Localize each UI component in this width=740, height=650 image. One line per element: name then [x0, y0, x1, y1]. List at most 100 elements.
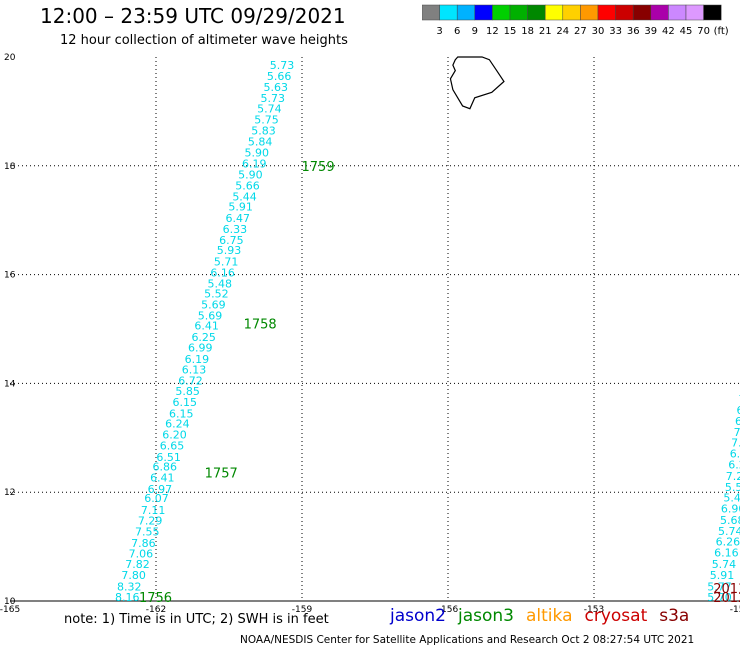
wave-height-value: 5.77: [707, 580, 732, 593]
colorbar-swatch: [703, 4, 722, 21]
wave-height-value: 5.53: [725, 481, 740, 494]
colorbar: 3 6 9 12 15 18 21 24 27 30 33 36 39 42 45 70 (ft): [422, 4, 729, 37]
wave-height-value: 6.59: [735, 415, 740, 428]
colorbar-swatch: [580, 4, 599, 21]
wave-height-value: 5.91: [710, 569, 735, 582]
colorbar-label: 42: [662, 26, 675, 37]
wave-height-value: 5.73: [261, 92, 286, 105]
wave-height-value: 5.66: [235, 179, 260, 192]
wave-height-value: 6.72: [178, 375, 203, 388]
wave-height-value: 6.16: [714, 547, 739, 560]
wave-height-value: 6.90: [721, 503, 740, 516]
wave-height-value: 6.45: [737, 404, 740, 417]
wave-height-value: 5.90: [238, 169, 263, 182]
colorbar-swatch: [509, 4, 528, 21]
wave-height-value: 6.47: [226, 212, 251, 225]
wave-height-value: 6.07: [144, 492, 169, 505]
pass-number-label: 1758: [244, 318, 277, 333]
colorbar-swatch: [685, 4, 704, 21]
wave-height-value: 5.52: [204, 288, 229, 301]
wave-height-value: 6.13: [182, 363, 207, 376]
colorbar-label: 27: [574, 26, 587, 37]
wave-height-value: 7.23: [726, 470, 740, 483]
satellite-legend: jason2 jason3 altika cryosat s3a: [390, 606, 701, 626]
colorbar-swatch: [439, 4, 458, 21]
y-tick-label: 16: [4, 271, 16, 281]
wave-height-value: 6.15: [172, 396, 197, 409]
wave-height-value: 5.74: [718, 525, 740, 538]
colorbar-swatch: [422, 4, 440, 21]
wave-height-value: 5.83: [251, 124, 276, 137]
wave-height-value: 5.69: [198, 309, 223, 322]
wave-height-value: 6.51: [156, 451, 181, 464]
credit-line: NOAA/NESDIS Center for Satellite Applica…: [240, 634, 695, 646]
y-tick-label: 10: [4, 597, 16, 607]
colorbar-label: 12: [486, 26, 499, 37]
legend-item-s3a: s3a: [659, 606, 690, 626]
wave-height-value: 7.06: [129, 548, 154, 561]
legend-item-jason2: jason2: [390, 606, 446, 626]
wave-height-value: 6.22: [728, 458, 740, 471]
colorbar-label: 15: [504, 26, 517, 37]
colorbar-swatch: [474, 4, 493, 21]
wave-height-value: 6.75: [219, 234, 244, 247]
colorbar-label: 18: [521, 26, 534, 37]
colorbar-label: 70: [697, 26, 710, 37]
x-tick-label: -150: [730, 605, 740, 615]
wave-height-value: 6.99: [188, 341, 213, 354]
y-tick-label: 18: [4, 162, 16, 172]
wave-height-value: 5.91: [228, 201, 253, 214]
wave-height-value: 5.48: [208, 277, 233, 290]
colorbar-label: 36: [627, 26, 640, 37]
wave-height-value: 6.25: [191, 331, 216, 344]
pass-number-label: 1756: [139, 591, 172, 606]
wave-height-value: 5.74: [257, 103, 282, 116]
colorbar-label: 6: [454, 26, 460, 37]
wave-height-value: 5.73: [270, 59, 295, 72]
colorbar-swatch: [650, 4, 669, 21]
page-subtitle: 12 hour collection of altimeter wave hei…: [60, 33, 348, 48]
wave-height-value: 7.82: [125, 558, 150, 571]
wave-height-value: 6.26: [716, 536, 740, 549]
wave-height-value: 5.85: [175, 385, 200, 398]
wave-height-value: 5.69: [201, 299, 226, 312]
wave-height-value: 7.29: [138, 514, 163, 527]
x-tick-label: -165: [0, 605, 20, 615]
colorbar-swatch: [562, 4, 581, 21]
colorbar-label: 21: [539, 26, 552, 37]
wave-height-value: 6.86: [153, 461, 178, 474]
wave-height-value: 6.33: [223, 223, 248, 236]
wave-height-value: 5.84: [248, 135, 273, 148]
colorbar-label: 33: [609, 26, 622, 37]
wave-height-value: 6.20: [162, 429, 187, 442]
wave-height-value: 7.86: [131, 537, 156, 550]
colorbar-swatch: [632, 4, 652, 21]
wave-height-value: 5.74: [712, 558, 737, 571]
wave-height-value: 8.32: [117, 580, 142, 593]
wave-height-value: 6.97: [148, 483, 173, 496]
wave-height-value: 6.41: [150, 472, 175, 485]
wave-height-value: 7.29: [734, 426, 740, 439]
legend-item-cryosat: cryosat: [584, 606, 648, 626]
wave-height-value: 7.55: [135, 525, 160, 538]
wave-height-value: 5.70: [707, 591, 732, 604]
pass-number-label: 2011: [713, 582, 740, 597]
wave-height-value: 5.71: [214, 256, 239, 269]
footnote: note: 1) Time is in UTC; 2) SWH is in fe…: [64, 612, 329, 627]
colorbar-label: 3: [436, 26, 442, 37]
wave-height-value: 6.65: [160, 439, 185, 452]
colorbar-label: 9: [472, 26, 478, 37]
colorbar-swatch: [527, 4, 546, 21]
wave-height-value: 5.40: [723, 492, 740, 505]
y-tick-label: 20: [4, 53, 16, 63]
wave-height-value: 5.63: [263, 81, 288, 94]
colorbar-swatch: [492, 4, 511, 21]
pass-number-label: 1759: [302, 160, 335, 175]
wave-height-value: 7.80: [121, 569, 146, 582]
colorbar-swatch: [456, 4, 476, 21]
colorbar-label: 45: [680, 26, 693, 37]
wave-height-value: 5.66: [267, 70, 292, 83]
colorbar-swatch: [597, 4, 616, 21]
